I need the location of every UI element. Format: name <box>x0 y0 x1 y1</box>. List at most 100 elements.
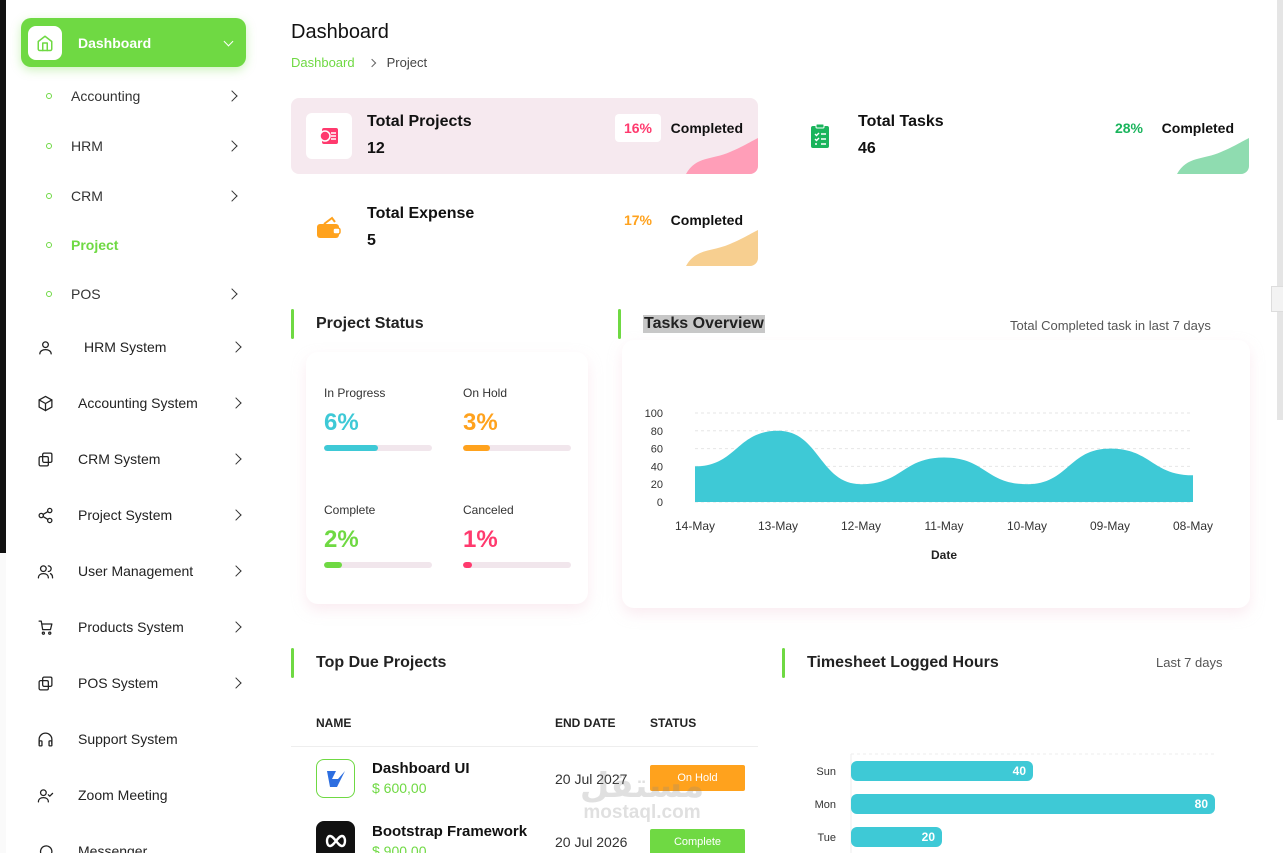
sidebar-item-crm-system[interactable]: CRM System <box>28 439 242 479</box>
infinity-logo-icon <box>316 821 355 853</box>
bar[interactable] <box>851 761 1033 781</box>
sidebar-item-pos-system[interactable]: POS System <box>28 663 242 703</box>
bar-value-label: 20 <box>922 830 936 844</box>
home-icon <box>28 25 62 60</box>
x-tick-label: 08-May <box>1173 519 1213 533</box>
headphones-icon <box>28 722 62 756</box>
x-tick-label: 14-May <box>675 519 715 533</box>
timesheet-bar-chart: 40 Sun 80 Mon 20 Tue <box>815 753 1215 853</box>
sidebar-item-label: HRM System <box>84 339 167 355</box>
sidebar-subitem-crm[interactable]: CRM <box>40 181 238 211</box>
y-tick-label: 100 <box>645 408 663 420</box>
message-icon <box>28 834 62 853</box>
progress-fill <box>324 445 378 451</box>
project-price: $ 900,00 <box>372 843 427 853</box>
chevron-right-icon <box>230 397 242 409</box>
section-title: Tasks Overview <box>643 315 765 333</box>
status-label: In Progress <box>324 386 386 400</box>
column-header-name[interactable]: NAME <box>316 716 352 730</box>
status-value: 2% <box>324 526 359 553</box>
sidebar-item-project-system[interactable]: Project System <box>28 495 242 535</box>
wave-decoration <box>686 138 758 174</box>
sidebar-item-hrm-system[interactable]: HRM System <box>28 327 242 367</box>
bullet-icon <box>46 93 52 99</box>
users-icon <box>28 554 62 588</box>
sidebar-item-zoom-meeting[interactable]: Zoom Meeting <box>28 775 240 815</box>
section-title: Project Status <box>316 315 424 332</box>
stat-percent: 28% <box>1114 120 1143 136</box>
column-header-end-date[interactable]: END DATE <box>555 716 616 730</box>
project-status-canceled: Canceled 1% <box>463 503 571 568</box>
status-label: On Hold <box>463 386 508 400</box>
project-status-header: Project Status <box>291 309 424 339</box>
category-label: Tue <box>817 832 836 844</box>
chevron-right-icon <box>230 341 242 353</box>
section-accent-bar <box>291 648 294 678</box>
wave-decoration <box>1177 138 1249 174</box>
bullet-icon <box>46 193 52 199</box>
box-icon <box>28 386 62 420</box>
sidebar-item-dashboard[interactable]: Dashboard <box>21 18 246 67</box>
sidebar-item-label: Support System <box>78 731 178 747</box>
sidebar-item-label: Products System <box>78 619 184 635</box>
x-axis-label: Date <box>931 548 957 562</box>
sidebar-subitem-project[interactable]: Project <box>40 230 236 260</box>
sidebar-item-support-system[interactable]: Support System <box>28 719 240 759</box>
table-divider <box>291 746 758 747</box>
sidebar-item-label: Project System <box>78 507 173 523</box>
sidebar-item-messenger[interactable]: Messenger <box>28 831 240 853</box>
sidebar-item-label: CRM System <box>78 451 161 467</box>
bullet-icon <box>46 291 52 297</box>
category-label: Mon <box>815 799 836 811</box>
sidebar-item-label: Project <box>71 237 119 253</box>
bar[interactable] <box>851 827 942 847</box>
project-name[interactable]: Dashboard UI <box>372 760 470 777</box>
chevron-right-icon <box>226 90 238 102</box>
sidebar-item-accounting-system[interactable]: Accounting System <box>28 383 242 423</box>
clipboard-icon <box>797 113 843 159</box>
breadcrumb: Dashboard Project <box>291 55 427 70</box>
share-icon <box>28 498 62 532</box>
column-header-status[interactable]: STATUS <box>650 716 697 730</box>
stat-title: Total Expense <box>367 205 475 222</box>
stat-title: Total Tasks <box>858 113 944 130</box>
project-price: $ 600,00 <box>372 780 427 796</box>
sidebar-item-label: HRM <box>71 138 103 154</box>
section-subtitle: Last 7 days <box>1156 655 1223 670</box>
project-name[interactable]: Bootstrap Framework <box>372 823 528 840</box>
chevron-right-icon <box>230 621 242 633</box>
area-series <box>695 430 1193 502</box>
sidebar-item-label: Zoom Meeting <box>78 787 168 803</box>
stat-card-total-expense: Total Expense 5 17% Completed <box>291 190 758 266</box>
layers-icon <box>28 442 62 476</box>
chevron-right-icon <box>226 140 238 152</box>
sidebar-item-label: POS System <box>78 675 159 691</box>
status-value: 1% <box>463 526 498 553</box>
bar[interactable] <box>851 794 1215 814</box>
x-tick-label: 11-May <box>924 519 963 533</box>
project-status-in-progress: In Progress 6% <box>324 386 432 451</box>
sidebar-item-user-management[interactable]: User Management <box>28 551 242 591</box>
progress-track <box>324 562 432 568</box>
chevron-down-icon <box>223 36 234 46</box>
progress-fill <box>463 562 472 568</box>
sidebar-item-label: Accounting <box>71 88 141 104</box>
breadcrumb-link-dashboard[interactable]: Dashboard <box>291 55 355 70</box>
page-scrollbar[interactable] <box>1277 0 1283 420</box>
sidebar-subitem-accounting[interactable]: Accounting <box>40 81 238 111</box>
sidebar-subitem-pos[interactable]: POS <box>40 279 238 309</box>
side-tab[interactable] <box>1271 286 1283 312</box>
stat-value: 12 <box>367 140 385 157</box>
sidebar-item-products-system[interactable]: Products System <box>28 607 242 647</box>
chevron-right-icon <box>230 453 242 465</box>
sidebar-subitem-hrm[interactable]: HRM <box>40 131 238 161</box>
project-status-on-hold: On Hold 3% <box>463 386 571 451</box>
sidebar-item-label: CRM <box>71 188 103 204</box>
sidebar-item-label: Accounting System <box>78 395 198 411</box>
y-tick-label: 0 <box>657 497 663 509</box>
x-tick-label: 13-May <box>758 519 798 533</box>
stat-status: Completed <box>1161 120 1234 136</box>
bar-value-label: 40 <box>1013 764 1027 778</box>
window-edge-lower <box>0 553 6 853</box>
wave-decoration <box>686 230 758 266</box>
